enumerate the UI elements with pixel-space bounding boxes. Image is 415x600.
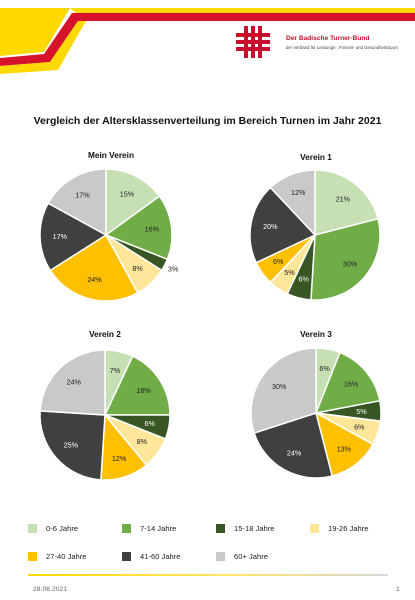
pie-data-label: 30% — [343, 260, 358, 269]
pie-data-label: 24% — [67, 377, 82, 386]
pie-data-label: 6% — [144, 419, 155, 428]
pie-data-label: 5% — [284, 268, 295, 277]
pie-data-label: 21% — [336, 195, 351, 204]
chart-main-title: Vergleich der Altersklassenverteilung im… — [33, 115, 382, 127]
pie-data-label: 15% — [120, 189, 135, 198]
pie-slice-0-6-jahre — [105, 168, 161, 237]
pie-title-verein-3: Verein 3 — [300, 329, 332, 339]
legend-label: 0-6 Jahre — [46, 524, 79, 533]
pie-data-label: 30% — [272, 382, 287, 391]
legend-item-41-60: 41-60 Jahre — [122, 552, 181, 561]
legend-label: 15-18 Jahre — [234, 524, 275, 533]
org-tagline: der Verband für Leistungs-, Freizeit- un… — [286, 45, 398, 50]
pie-data-label: 24% — [287, 448, 302, 457]
pie-data-label: 6% — [298, 275, 309, 284]
pie-data-label: 13% — [337, 444, 352, 453]
pie-slice-60-jahre — [39, 349, 106, 416]
pie-data-label: 6% — [273, 257, 284, 266]
legend-label: 7-14 Jahre — [140, 524, 177, 533]
pie-slice-41-60-jahre — [253, 412, 334, 479]
btb-logo-icon — [236, 26, 270, 58]
pie-data-label: 16% — [145, 225, 160, 234]
legend-swatch — [122, 524, 131, 533]
pie-data-label: 3% — [168, 265, 179, 274]
pie-slice-41-60-jahre — [39, 202, 108, 272]
pie-data-label: 5% — [356, 407, 367, 416]
chart-legend: 0-6 Jahre 7-14 Jahre 15-18 Jahre 19-26 J… — [28, 524, 408, 574]
pie-data-label: 12% — [291, 188, 306, 197]
pie-data-label: 6% — [354, 423, 365, 432]
pie-slice-41-60-jahre — [39, 410, 106, 481]
legend-label: 41-60 Jahre — [140, 552, 181, 561]
pie-data-label: 16% — [344, 379, 359, 388]
legend-item-7-14: 7-14 Jahre — [122, 524, 176, 533]
pie-slice-7-14-jahre — [314, 351, 381, 414]
legend-label: 27-40 Jahre — [46, 552, 87, 561]
legend-item-15-18: 15-18 Jahre — [216, 524, 275, 533]
pie-slice-60-jahre — [47, 168, 107, 237]
pie-data-label: 17% — [53, 232, 68, 241]
pie-slice-41-60-jahre — [249, 186, 317, 264]
footer-divider — [28, 574, 388, 576]
footer-date: 28.06.2021 — [33, 586, 68, 593]
legend-label: 60+ Jahre — [234, 552, 268, 561]
pie-data-label: 25% — [64, 441, 79, 450]
legend-swatch — [122, 552, 131, 561]
pie-chart-mein-verein: 15% 16% 3% 8% 24% 17% 17% — [39, 168, 179, 302]
legend-item-27-40: 27-40 Jahre — [28, 552, 87, 561]
pie-slice-0-6-jahre — [314, 169, 379, 236]
page-number: 1 — [396, 586, 400, 593]
legend-swatch — [28, 524, 37, 533]
pie-slice-60-jahre — [250, 347, 317, 435]
pie-title-verein-1: Verein 1 — [300, 152, 332, 162]
pie-slice-27-40-jahre — [49, 233, 139, 302]
pie-data-label: 20% — [263, 222, 278, 231]
legend-item-0-6: 0-6 Jahre — [28, 524, 78, 533]
pie-data-label: 8% — [132, 264, 143, 273]
pie-data-label: 18% — [136, 386, 151, 395]
pie-slice-60-jahre — [269, 169, 316, 237]
pie-data-label: 12% — [112, 454, 127, 463]
pie-slice-7-14-jahre — [103, 355, 171, 416]
pie-chart-verein-3: 6% 16% 5% 6% 13% 24% 30% — [250, 347, 382, 479]
pie-data-label: 6% — [319, 364, 330, 373]
org-name: Der Badische Turner-Bund — [286, 35, 370, 42]
legend-swatch — [216, 524, 225, 533]
pie-slice-7-14-jahre — [104, 195, 173, 261]
pie-chart-verein-1: 21% 30% 6%5%6% 20% 12% — [249, 169, 381, 301]
legend-label: 19-26 Jahre — [328, 524, 369, 533]
legend-item-19-26: 19-26 Jahre — [310, 524, 369, 533]
pie-data-label: 8% — [137, 437, 148, 446]
legend-item-60plus: 60+ Jahre — [216, 552, 268, 561]
pie-chart-verein-2: 7% 18% 6% 8% 12% 25% 24% — [39, 349, 171, 481]
legend-swatch — [216, 552, 225, 561]
header-banner — [0, 8, 415, 74]
legend-swatch — [28, 552, 37, 561]
pie-data-label: 17% — [75, 191, 90, 200]
pie-title-mein-verein: Mein Verein — [87, 150, 135, 160]
legend-swatch — [310, 524, 319, 533]
pie-data-label: 7% — [110, 366, 121, 375]
pie-title-verein-2: Verein 2 — [89, 329, 121, 339]
pie-data-label: 24% — [87, 275, 102, 284]
pie-slice-7-14-jahre — [310, 217, 381, 301]
